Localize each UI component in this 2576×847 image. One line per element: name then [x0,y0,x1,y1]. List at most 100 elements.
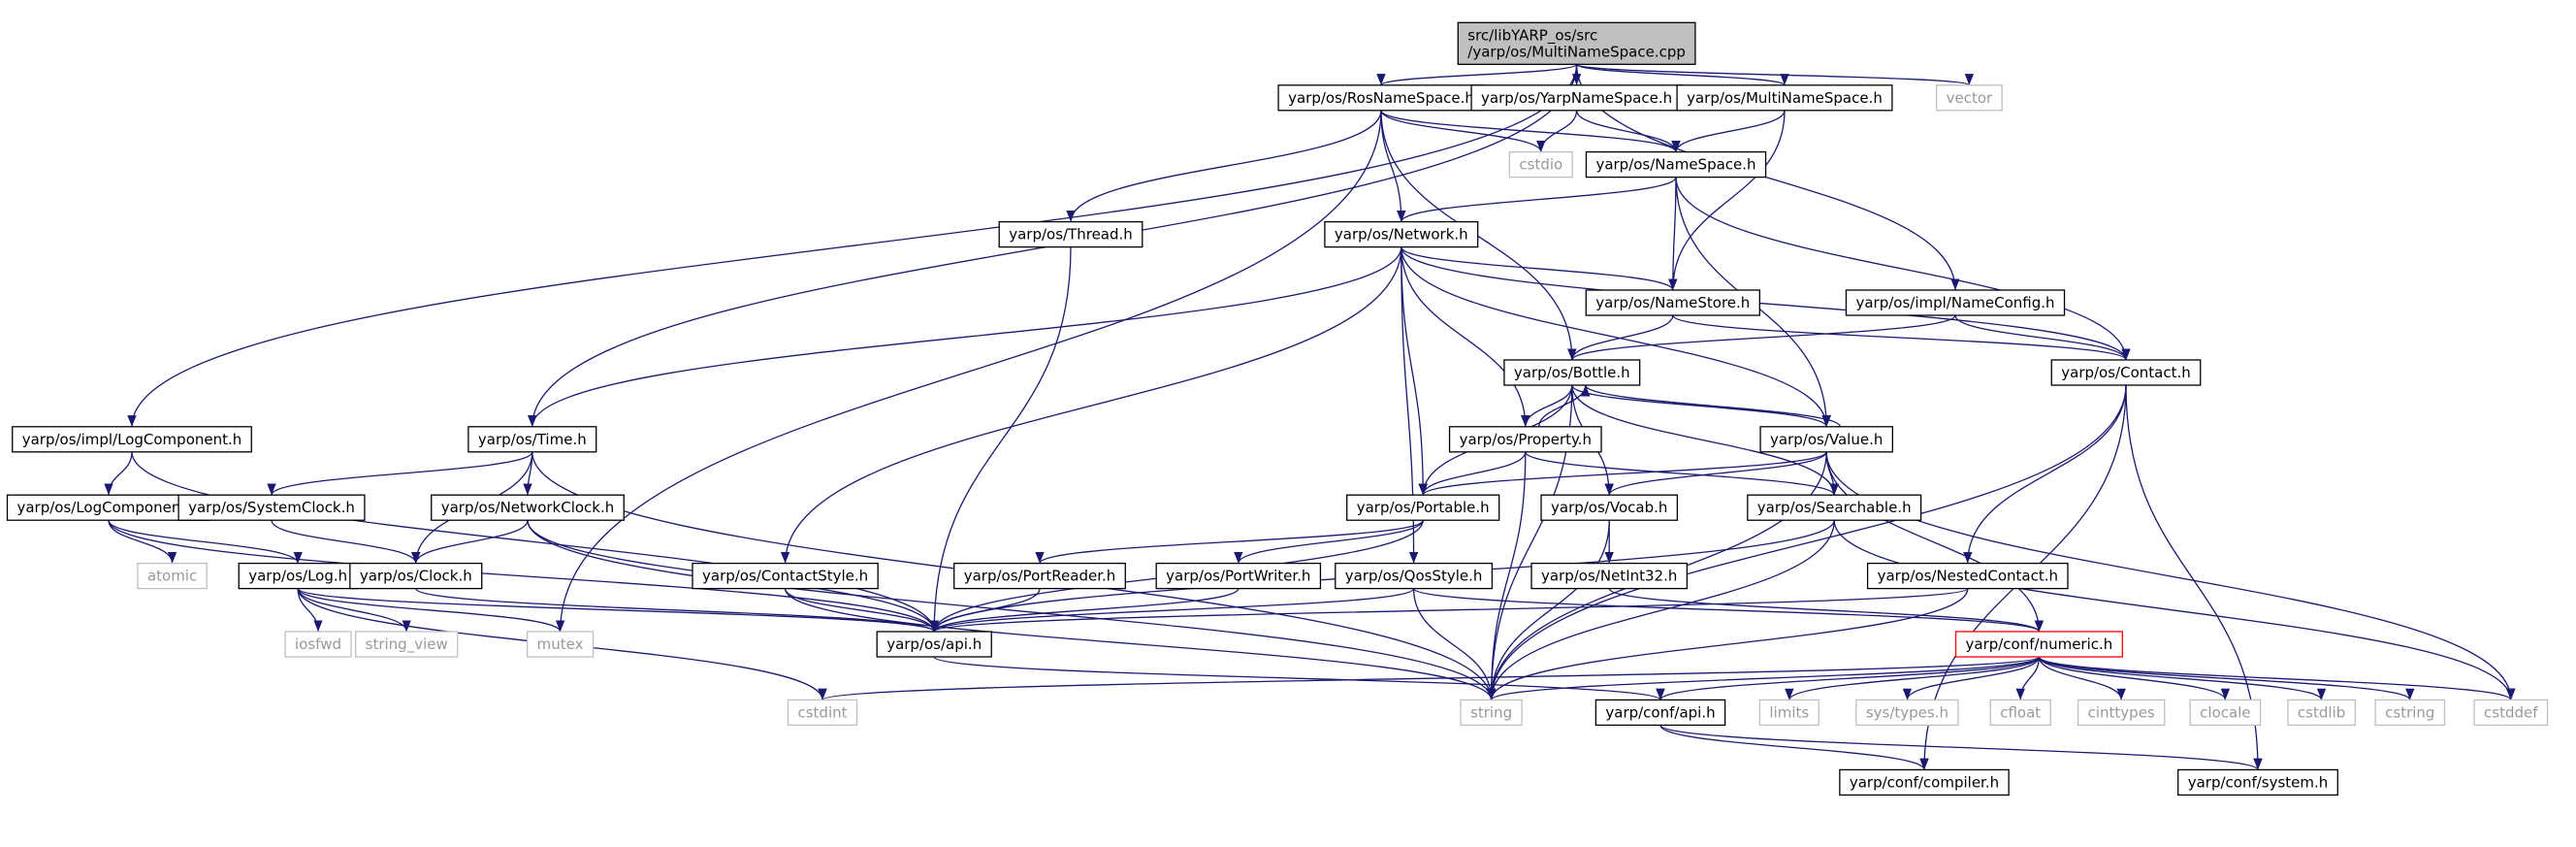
node-contact[interactable]: yarp/os/Contact.h [2050,359,2202,386]
node-box [1324,220,1479,248]
edge-line [1486,520,1610,700]
edge-line [1486,451,1527,700]
edge-line [555,110,1382,633]
node-box [1503,359,1641,386]
node-box [467,426,597,453]
node-bottle[interactable]: yarp/os/Bottle.h [1503,359,1641,386]
edge-line [1525,451,1839,496]
node-clocale[interactable]: clocale [2189,699,2262,727]
edge-numeric-to-clocale [2038,656,2230,700]
node-portwriter[interactable]: yarp/os/PortWriter.h [1155,562,1322,590]
node-searchable[interactable]: yarp/os/Searchable.h [1747,494,1922,521]
node-label: yarp/os/YarpNameSpace.h [1481,89,1672,107]
edge-numeric-to-systypes [1902,656,2041,700]
node-sysclock[interactable]: yarp/os/SystemClock.h [177,494,366,521]
edge-line [104,451,133,496]
node-label: atomic [147,568,197,585]
node-rosns[interactable]: yarp/os/RosNameSpace.h [1277,84,1485,112]
node-box [2177,768,2338,797]
edge-property-to-searchable [1525,451,1839,496]
node-yarpns[interactable]: yarp/os/YarpNameSpace.h [1470,84,1683,112]
node-compiler[interactable]: yarp/conf/compiler.h [1839,768,2010,797]
node-portable[interactable]: yarp/os/Portable.h [1346,494,1500,521]
edge-logcomp-to-atomic [108,520,177,564]
node-cfloat[interactable]: cfloat [1989,699,2051,727]
node-label: yarp/os/Network.h [1335,226,1468,244]
edge-line [1671,110,1786,152]
node-label: cstdio [1519,156,1562,174]
node-netint32[interactable]: yarp/os/NetInt32.h [1530,562,1689,590]
node-thread[interactable]: yarp/os/Thread.h [998,220,1143,248]
node-box [1954,631,2123,658]
node-cstdint[interactable]: cstdint [787,699,858,727]
node-log[interactable]: yarp/os/Log.h [238,562,358,590]
node-cinttypes[interactable]: cinttypes [2077,699,2166,727]
node-box [2287,699,2356,727]
node-systypes[interactable]: sys/types.h [1855,699,1959,727]
node-vocab[interactable]: yarp/os/Vocab.h [1540,494,1679,521]
edge-line [1604,451,1827,496]
node-label: string [1470,703,1512,721]
node-portreader[interactable]: yarp/os/PortReader.h [953,562,1126,590]
node-osapi[interactable]: yarp/os/api.h [876,631,992,658]
edge-numeric-to-cstring [2038,656,2415,700]
node-confapi[interactable]: yarp/conf/api.h [1594,699,1726,727]
node-mutex[interactable]: mutex [527,631,595,658]
edge-contact-to-nested [1963,384,2127,564]
edge-line [2038,656,2327,700]
node-logcomp_impl[interactable]: yarp/os/impl/LogComponent.h [12,426,252,453]
edge-network-to-property [1401,246,1530,427]
edge-line [2038,656,2126,700]
edge-logcomp_impl-to-logcomp [104,451,133,496]
node-iosfwd[interactable]: iosfwd [284,631,352,658]
node-system[interactable]: yarp/conf/system.h [2177,768,2338,797]
edge-line [1401,246,1831,427]
node-vector[interactable]: vector [1935,84,2003,112]
node-string_view[interactable]: string_view [354,631,459,658]
node-property[interactable]: yarp/os/Property.h [1448,426,1602,453]
edge-confapi-to-compiler [1659,725,1929,770]
node-netclock[interactable]: yarp/os/NetworkClock.h [431,494,625,521]
node-cstddef[interactable]: cstddef [2473,699,2549,727]
edge-property-to-string [1486,451,1527,700]
node-nameconfig[interactable]: yarp/os/impl/NameConfig.h [1845,289,2066,316]
node-qosstyle[interactable]: yarp/os/QosStyle.h [1335,562,1494,590]
node-string[interactable]: string [1460,699,1523,727]
edge-rosns-to-thread [1066,110,1382,222]
edge-line [780,246,1402,564]
node-label: yarp/os/impl/LogComponent.h [22,431,242,448]
edge-bottle-to-value [1571,384,1831,428]
node-atomic[interactable]: atomic [137,562,208,590]
edge-line [1401,246,1678,291]
edge-vocab-to-string [1486,520,1610,700]
node-logcomp[interactable]: yarp/os/LogComponent.h [6,494,211,521]
edge-line [784,588,939,633]
node-label: cstddef [2484,703,2538,721]
node-label: yarp/os/Value.h [1770,431,1883,448]
node-cstdio[interactable]: cstdio [1508,150,1573,179]
node-box [787,699,858,727]
node-multins[interactable]: yarp/os/MultiNameSpace.h [1676,84,1893,112]
edge-line [1487,656,2041,700]
node-limits[interactable]: limits [1758,699,1819,727]
edge-root-to-vector [1575,63,1974,86]
edge-numeric-to-cstdint [818,656,2041,700]
edge-line [929,588,1240,633]
node-namespace[interactable]: yarp/os/NameSpace.h [1585,150,1767,179]
node-time[interactable]: yarp/os/Time.h [467,426,597,453]
edge-line [1571,384,1831,428]
node-label: yarp/os/api.h [886,635,982,653]
node-box [1530,562,1689,590]
node-numeric[interactable]: yarp/conf/numeric.h [1954,631,2123,658]
edge-line [1536,110,1578,152]
node-cstring[interactable]: cstring [2374,699,2446,727]
node-namestore[interactable]: yarp/os/NameStore.h [1585,289,1760,316]
node-box [2050,359,2202,386]
node-network[interactable]: yarp/os/Network.h [1324,220,1479,248]
edge-line [297,588,565,633]
node-clock[interactable]: yarp/os/Clock.h [349,562,483,590]
node-value[interactable]: yarp/os/Value.h [1759,426,1894,453]
node-contactstyle[interactable]: yarp/os/ContactStyle.h [692,562,879,590]
node-cstdlib[interactable]: cstdlib [2287,699,2356,727]
node-nested[interactable]: yarp/os/NestedContact.h [1866,562,2069,590]
